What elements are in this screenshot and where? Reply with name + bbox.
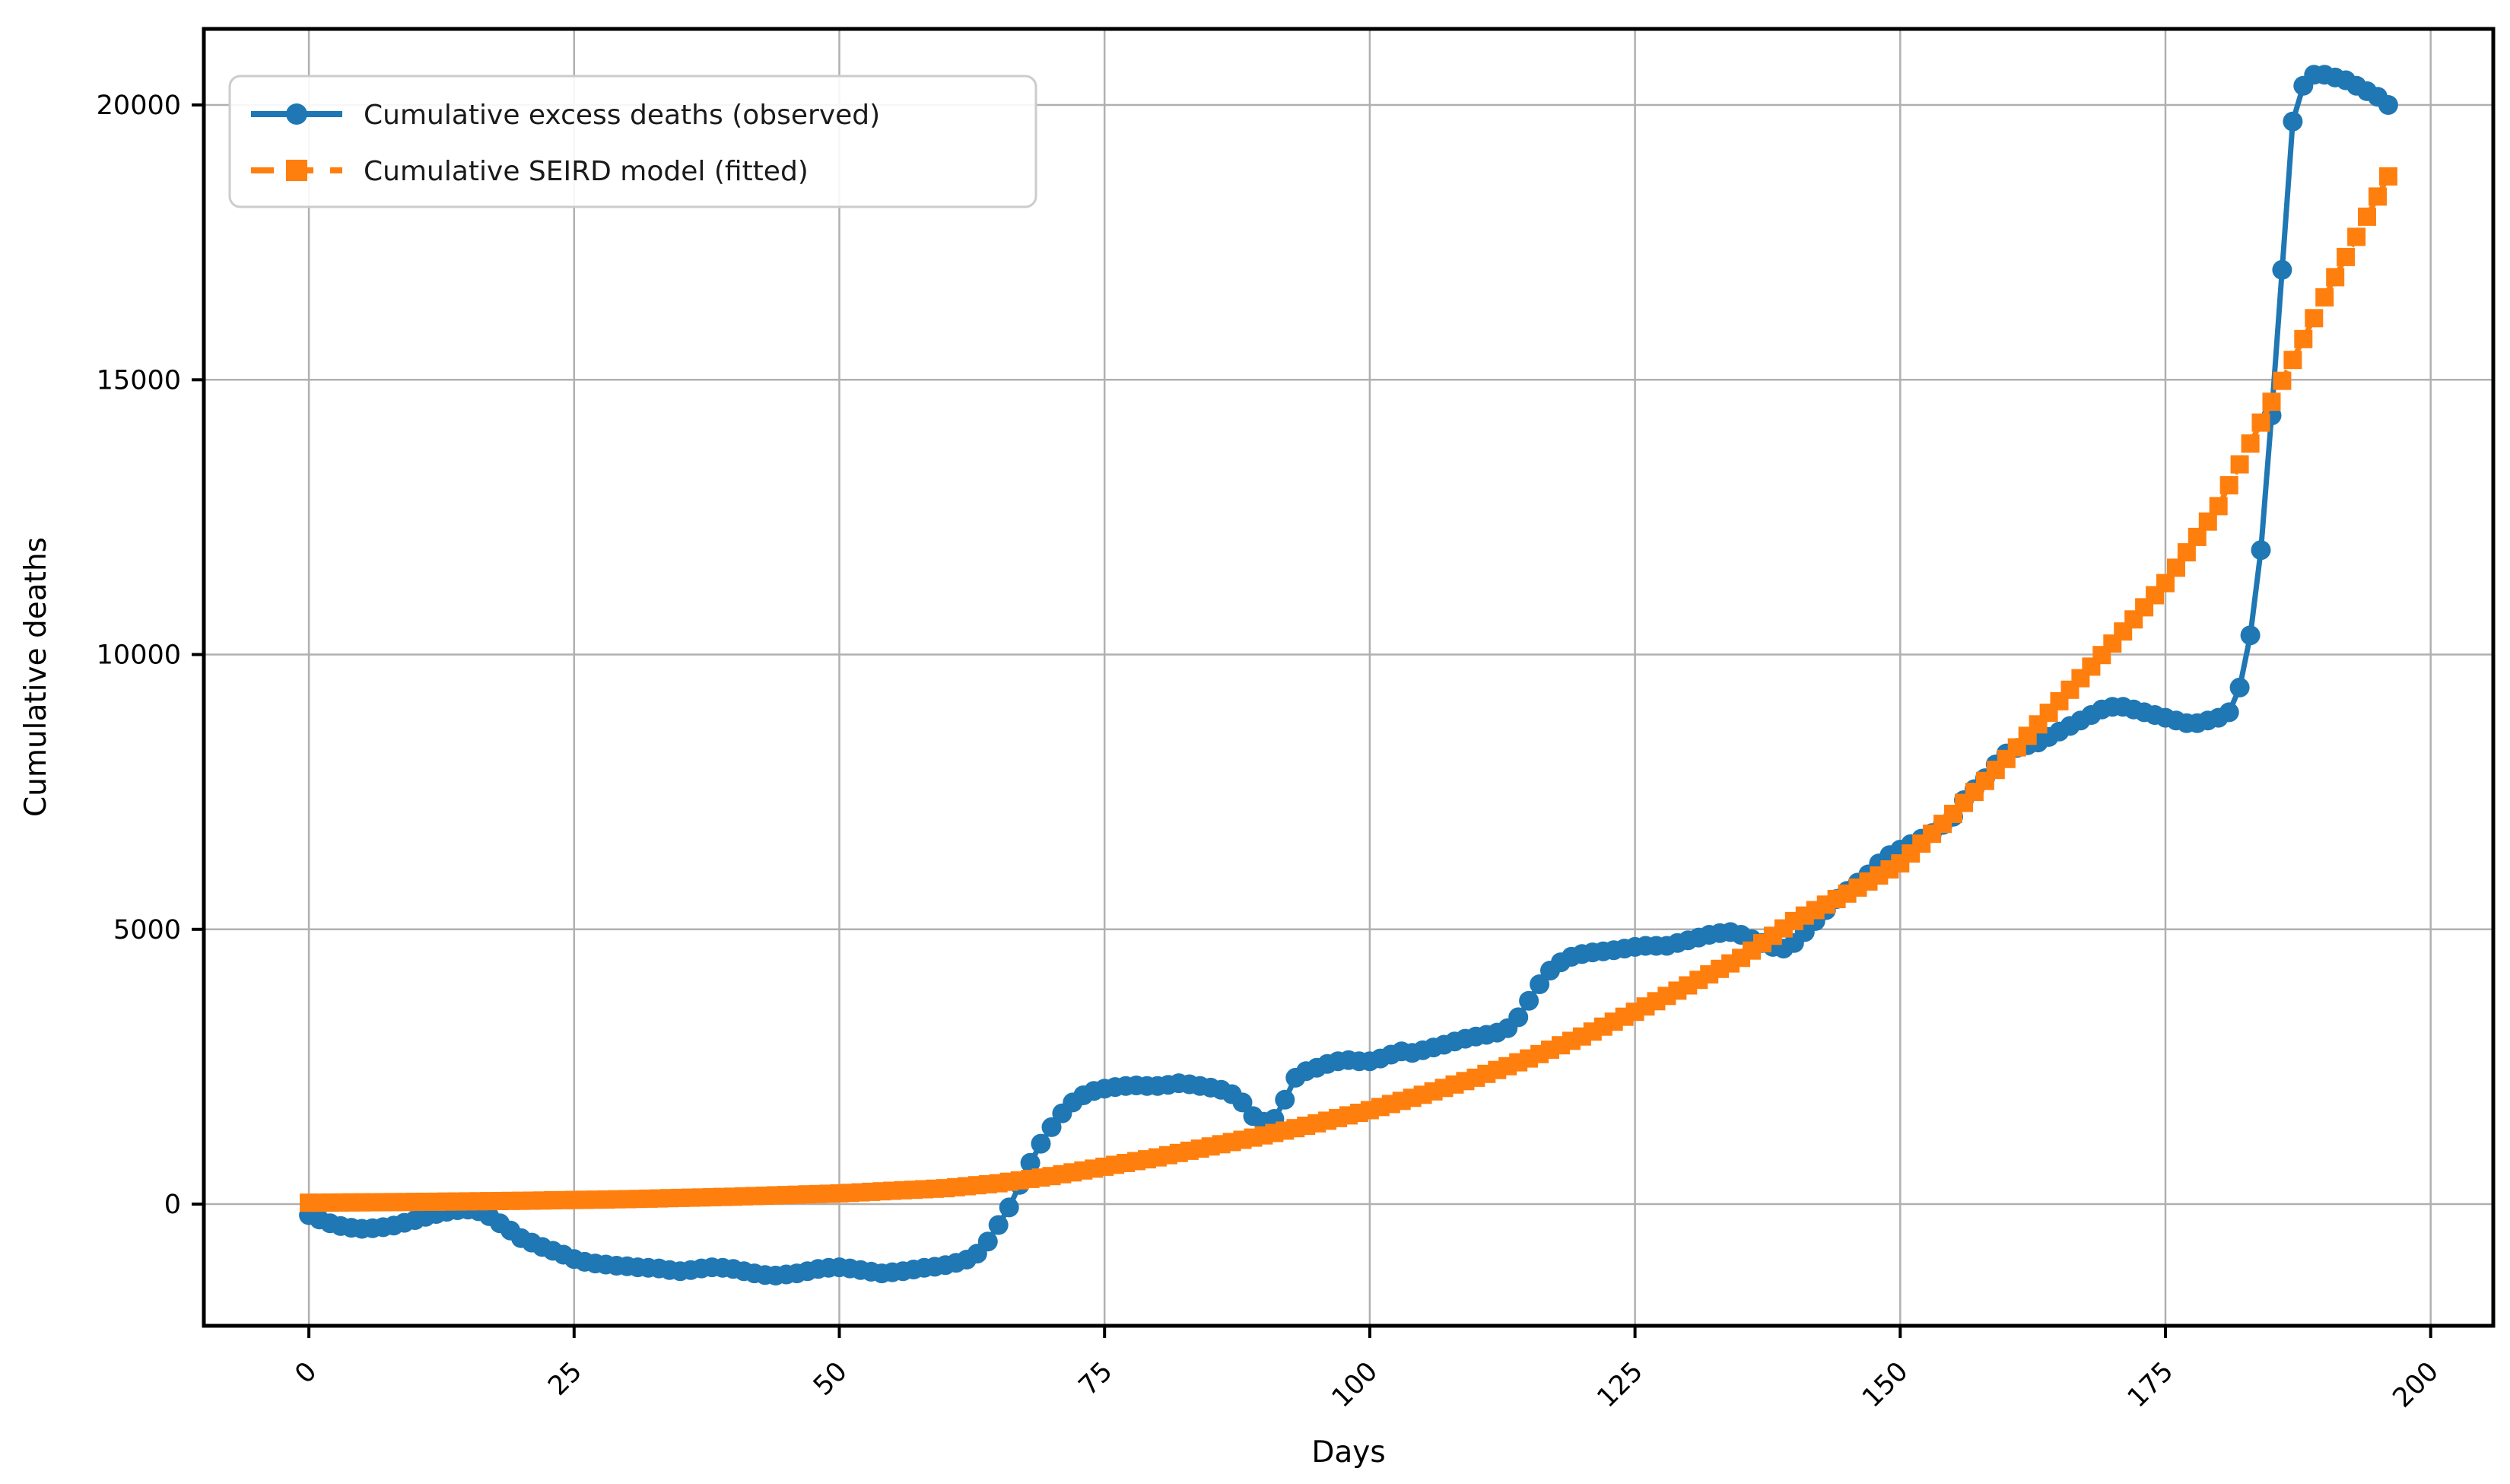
observed-point-marker — [2283, 111, 2303, 132]
y-tick-label: 20000 — [97, 91, 181, 121]
legend-square-marker-icon — [286, 160, 307, 181]
series-model — [300, 167, 2397, 1212]
observed-point-marker — [977, 1231, 998, 1252]
gridlines — [204, 29, 2493, 1326]
x-tick-label: 50 — [808, 1356, 853, 1402]
observed-point-marker — [1275, 1089, 1295, 1110]
x-tick-label: 200 — [2388, 1356, 2445, 1414]
model-point-marker — [2251, 413, 2270, 432]
observed-point-marker — [1020, 1152, 1041, 1173]
y-tick-label: 5000 — [113, 915, 181, 945]
plot-border — [202, 27, 2496, 1328]
observed-point-marker — [2251, 540, 2271, 561]
legend-label-observed: Cumulative excess deaths (observed) — [364, 100, 880, 131]
observed-point-marker — [999, 1197, 1019, 1218]
model-point-marker — [2262, 392, 2281, 412]
observed-point-marker — [2219, 702, 2239, 723]
legend-circle-marker-icon — [286, 103, 307, 125]
model-point-marker — [2188, 527, 2207, 546]
y-tick-label: 0 — [164, 1190, 181, 1220]
x-tick-label: 175 — [2122, 1356, 2180, 1414]
x-axis-label: Days — [1311, 1435, 1385, 1470]
x-tick-label: 25 — [542, 1356, 588, 1402]
model-point-marker — [2369, 187, 2387, 206]
model-point-marker — [2177, 543, 2196, 562]
x-tick-label: 150 — [1857, 1356, 1914, 1414]
model-point-marker — [2167, 558, 2185, 577]
model-point-marker — [2198, 512, 2217, 531]
observed-point-marker — [2229, 677, 2250, 698]
model-point-marker — [2241, 434, 2260, 453]
legend-item-observed: Cumulative excess deaths (observed) — [251, 100, 880, 131]
model-point-marker — [2326, 268, 2345, 287]
model-point-marker — [2230, 455, 2249, 474]
model-point-marker — [2358, 207, 2376, 226]
model-point-marker — [2283, 351, 2302, 370]
model-point-marker — [2209, 497, 2228, 516]
model-point-marker — [2156, 574, 2175, 593]
observed-point-marker — [2272, 259, 2292, 280]
model-point-marker — [2315, 288, 2334, 307]
y-axis-label: Cumulative deaths — [19, 537, 53, 817]
legend-item-model: Cumulative SEIRD model (fitted) — [251, 156, 809, 187]
observed-point-marker — [1232, 1092, 1253, 1113]
model-point-marker — [2273, 371, 2292, 390]
x-tick-label: 75 — [1073, 1356, 1119, 1402]
model-point-marker — [2347, 227, 2366, 246]
observed-point-marker — [988, 1215, 1009, 1235]
observed-point-marker — [1031, 1133, 1051, 1154]
observed-point-marker — [1519, 990, 1539, 1011]
observed-point-marker — [1530, 974, 1550, 994]
y-tick-label: 10000 — [97, 640, 181, 671]
x-tick-label: 100 — [1326, 1356, 1384, 1414]
x-tick-label: 0 — [289, 1356, 322, 1390]
model-point-marker — [2219, 476, 2238, 494]
x-tick-label: 125 — [1591, 1356, 1649, 1414]
model-point-marker — [2337, 247, 2356, 266]
observed-point-marker — [1041, 1117, 1062, 1137]
model-point-marker — [2294, 329, 2313, 348]
legend-label-model: Cumulative SEIRD model (fitted) — [364, 156, 809, 187]
x-axis-ticks: 0 25 50 75 100 125 150 175 200 — [289, 1326, 2445, 1414]
y-tick-label: 15000 — [97, 365, 181, 396]
observed-point-marker — [2378, 95, 2398, 115]
observed-point-marker — [1508, 1007, 1529, 1028]
model-point-marker — [2378, 167, 2397, 186]
plot-area — [204, 29, 2493, 1326]
observed-point-marker — [2240, 625, 2261, 646]
legend: Cumulative excess deaths (observed) Cumu… — [228, 75, 1037, 208]
y-axis-ticks: 0 5000 10000 15000 20000 — [97, 91, 204, 1220]
legend-box — [228, 75, 1037, 208]
model-point-marker — [2305, 309, 2324, 328]
